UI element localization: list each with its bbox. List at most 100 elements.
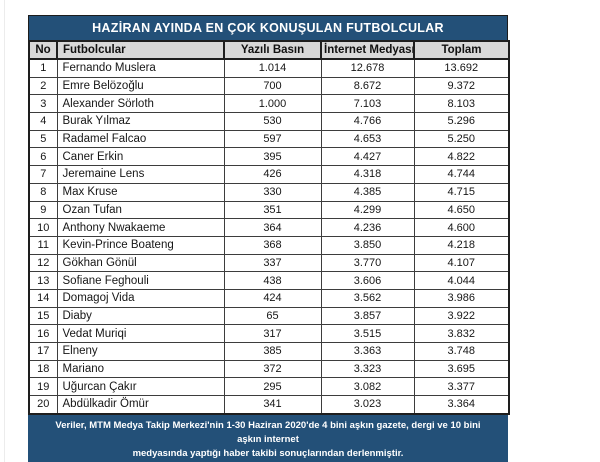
cell-toplam: 4.650 [413, 200, 510, 220]
table-row: 19 Uğurcan Çakır 295 3.082 3.377 [28, 377, 510, 397]
cell-internet-medyasi: 3.770 [320, 253, 415, 273]
cell-futbolcu: Burak Yılmaz [56, 112, 225, 131]
cell-toplam: 4.822 [413, 147, 510, 167]
table-row: 4 Burak Yılmaz 530 4.766 5.296 [28, 112, 510, 131]
cell-no: 2 [28, 76, 58, 96]
cell-futbolcu: Ozan Tufan [56, 200, 225, 220]
table-row: 17 Elneny 385 3.363 3.748 [28, 342, 510, 361]
cell-internet-medyasi: 7.103 [320, 94, 415, 114]
col-header-toplam: Toplam [413, 40, 510, 60]
cell-yazili-basin: 385 [223, 342, 322, 361]
cell-toplam: 4.044 [413, 271, 510, 290]
cell-yazili-basin: 395 [223, 147, 322, 167]
table-row: 10 Anthony Nwakaeme 364 4.236 4.600 [28, 218, 510, 237]
table-row: 15 Diaby 65 3.857 3.922 [28, 306, 510, 326]
cell-no: 12 [28, 253, 58, 273]
cell-toplam: 3.364 [413, 395, 510, 415]
cell-internet-medyasi: 8.672 [320, 76, 415, 96]
col-header-futbolcular: Futbolcular [56, 40, 225, 60]
cell-no: 6 [28, 147, 58, 167]
cell-no: 1 [28, 58, 58, 78]
col-header-yazili-basin: Yazılı Basın [223, 40, 322, 60]
cell-futbolcu: Mariano [56, 359, 225, 379]
cell-futbolcu: Radamel Falcao [56, 129, 225, 149]
cell-yazili-basin: 295 [223, 377, 322, 397]
cell-yazili-basin: 317 [223, 324, 322, 343]
cell-yazili-basin: 368 [223, 235, 322, 255]
table-row: 11 Kevin-Prince Boateng 368 3.850 4.218 [28, 235, 510, 255]
cell-futbolcu: Diaby [56, 306, 225, 326]
table-row: 3 Alexander Sörloth 1.000 7.103 8.103 [28, 94, 510, 114]
table-row: 12 Gökhan Gönül 337 3.770 4.107 [28, 253, 510, 273]
cell-no: 7 [28, 165, 58, 184]
cell-futbolcu: Caner Erkin [56, 147, 225, 167]
cell-toplam: 3.748 [413, 342, 510, 361]
cell-toplam: 3.695 [413, 359, 510, 379]
source-note-line2: medyasında yaptığı haber takibi sonuçlar… [132, 448, 404, 460]
cell-internet-medyasi: 4.318 [320, 165, 415, 184]
cell-yazili-basin: 364 [223, 218, 322, 237]
futbolcular-table: HAZİRAN AYINDA EN ÇOK KONUŞULAN FUTBOLCU… [28, 15, 510, 462]
cell-futbolcu: Elneny [56, 342, 225, 361]
cell-internet-medyasi: 4.299 [320, 200, 415, 220]
cell-yazili-basin: 341 [223, 395, 322, 415]
cell-yazili-basin: 1.014 [223, 58, 322, 78]
cell-yazili-basin: 351 [223, 200, 322, 220]
cell-toplam: 4.715 [413, 182, 510, 202]
cell-toplam: 4.744 [413, 165, 510, 184]
cell-yazili-basin: 330 [223, 182, 322, 202]
cell-internet-medyasi: 3.562 [320, 288, 415, 308]
table-row: 14 Domagoj Vida 424 3.562 3.986 [28, 288, 510, 308]
cell-yazili-basin: 424 [223, 288, 322, 308]
source-note: Veriler, MTM Medya Takip Merkezi'nin 1-3… [28, 414, 508, 462]
cell-internet-medyasi: 12.678 [320, 58, 415, 78]
cell-internet-medyasi: 3.606 [320, 271, 415, 290]
cell-internet-medyasi: 3.023 [320, 395, 415, 415]
cell-no: 18 [28, 359, 58, 379]
table-body: 1 Fernando Muslera 1.014 12.678 13.692 2… [28, 58, 510, 415]
source-note-line1: Veriler, MTM Medya Takip Merkezi'nin 1-3… [55, 419, 481, 445]
cell-toplam: 3.986 [413, 288, 510, 308]
cell-futbolcu: Kevin-Prince Boateng [56, 235, 225, 255]
table-row: 1 Fernando Muslera 1.014 12.678 13.692 [28, 58, 510, 78]
cell-futbolcu: Gökhan Gönül [56, 253, 225, 273]
page-edge-line [4, 0, 5, 462]
cell-internet-medyasi: 3.082 [320, 377, 415, 397]
cell-yazili-basin: 65 [223, 306, 322, 326]
col-header-internet-medyasi: İnternet Medyası [320, 40, 415, 60]
cell-internet-medyasi: 4.385 [320, 182, 415, 202]
cell-toplam: 4.107 [413, 253, 510, 273]
cell-no: 10 [28, 218, 58, 237]
cell-toplam: 4.218 [413, 235, 510, 255]
cell-no: 14 [28, 288, 58, 308]
cell-yazili-basin: 372 [223, 359, 322, 379]
cell-no: 11 [28, 235, 58, 255]
cell-futbolcu: Jeremaine Lens [56, 165, 225, 184]
cell-internet-medyasi: 3.323 [320, 359, 415, 379]
cell-futbolcu: Abdülkadir Ömür [56, 395, 225, 415]
cell-futbolcu: Vedat Muriqi [56, 324, 225, 343]
table-row: 20 Abdülkadir Ömür 341 3.023 3.364 [28, 395, 510, 415]
table-row: 6 Caner Erkin 395 4.427 4.822 [28, 147, 510, 167]
cell-toplam: 5.296 [413, 112, 510, 131]
cell-internet-medyasi: 3.850 [320, 235, 415, 255]
cell-yazili-basin: 337 [223, 253, 322, 273]
cell-yazili-basin: 597 [223, 129, 322, 149]
cell-internet-medyasi: 4.236 [320, 218, 415, 237]
cell-toplam: 13.692 [413, 58, 510, 78]
table-title: HAZİRAN AYINDA EN ÇOK KONUŞULAN FUTBOLCU… [28, 15, 508, 40]
cell-futbolcu: Domagoj Vida [56, 288, 225, 308]
table-row: 16 Vedat Muriqi 317 3.515 3.832 [28, 324, 510, 343]
cell-toplam: 9.372 [413, 76, 510, 96]
cell-toplam: 4.600 [413, 218, 510, 237]
cell-toplam: 3.832 [413, 324, 510, 343]
cell-no: 15 [28, 306, 58, 326]
cell-toplam: 5.250 [413, 129, 510, 149]
cell-no: 20 [28, 395, 58, 415]
cell-no: 4 [28, 112, 58, 131]
cell-no: 17 [28, 342, 58, 361]
table-row: 5 Radamel Falcao 597 4.653 5.250 [28, 129, 510, 149]
cell-internet-medyasi: 3.857 [320, 306, 415, 326]
cell-futbolcu: Anthony Nwakaeme [56, 218, 225, 237]
cell-no: 8 [28, 182, 58, 202]
